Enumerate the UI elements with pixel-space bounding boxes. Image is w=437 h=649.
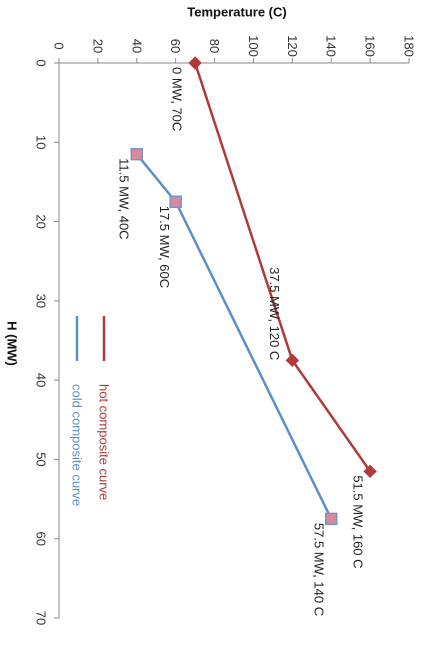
axes: 0 20 40 60 80 100 120 140 160 180 0 10 20 30 40 50 60 70 T… [5, 5, 417, 626]
temperature-tick-label: 20 [90, 39, 105, 53]
temperature-axis-title: Temperature (C) [187, 5, 286, 20]
series-layer [130, 56, 377, 526]
data-point-marker [188, 56, 202, 70]
temperature-tick-label: 0 [52, 42, 67, 49]
data-point-marker [324, 512, 338, 526]
temperature-tick-label: 120 [285, 35, 300, 57]
h-tick-label: 50 [34, 452, 49, 466]
h-tick-label: 30 [34, 294, 49, 308]
temperature-tick-label: 140 [324, 35, 339, 57]
h-tick-label: 40 [34, 373, 49, 387]
h-axis-title: H (MW) [5, 321, 20, 366]
data-point-marker [169, 195, 182, 208]
data-label: 17.5 MW, 60C [157, 206, 172, 288]
temperature-tick-label: 60 [168, 39, 183, 53]
h-tick-label: 10 [34, 135, 49, 149]
temperature-tick-label: 40 [129, 39, 144, 53]
data-label: 51.5 MW, 160 C [351, 475, 366, 568]
temperature-tick-label: 160 [363, 35, 378, 57]
legend: hot composite curve cold composite curve [70, 316, 112, 506]
h-tick-label: 70 [34, 611, 49, 625]
temperature-tick-label: 80 [207, 39, 222, 53]
h-tick-label: 20 [34, 214, 49, 228]
data-point-marker [130, 147, 144, 161]
data-label: 0 MW, 70C [170, 67, 185, 131]
legend-label: cold composite curve [70, 384, 85, 506]
data-point-marker [363, 464, 377, 479]
data-label: 37.5 MW, 120 C [267, 267, 282, 360]
temperature-tick-label: 180 [402, 35, 417, 57]
data-label: 57.5 MW, 140 C [312, 523, 327, 616]
h-tick-label: 0 [34, 59, 49, 66]
labels-layer: 0 MW, 70C 37.5 MW, 120 C 51.5 MW, 160 C 11.… [116, 67, 365, 616]
data-point-marker [285, 353, 300, 368]
legend-label: hot composite curve [97, 384, 112, 500]
data-label: 11.5 MW, 40C [116, 158, 131, 239]
h-tick-label: 60 [34, 531, 49, 545]
temperature-tick-label: 100 [246, 35, 261, 57]
